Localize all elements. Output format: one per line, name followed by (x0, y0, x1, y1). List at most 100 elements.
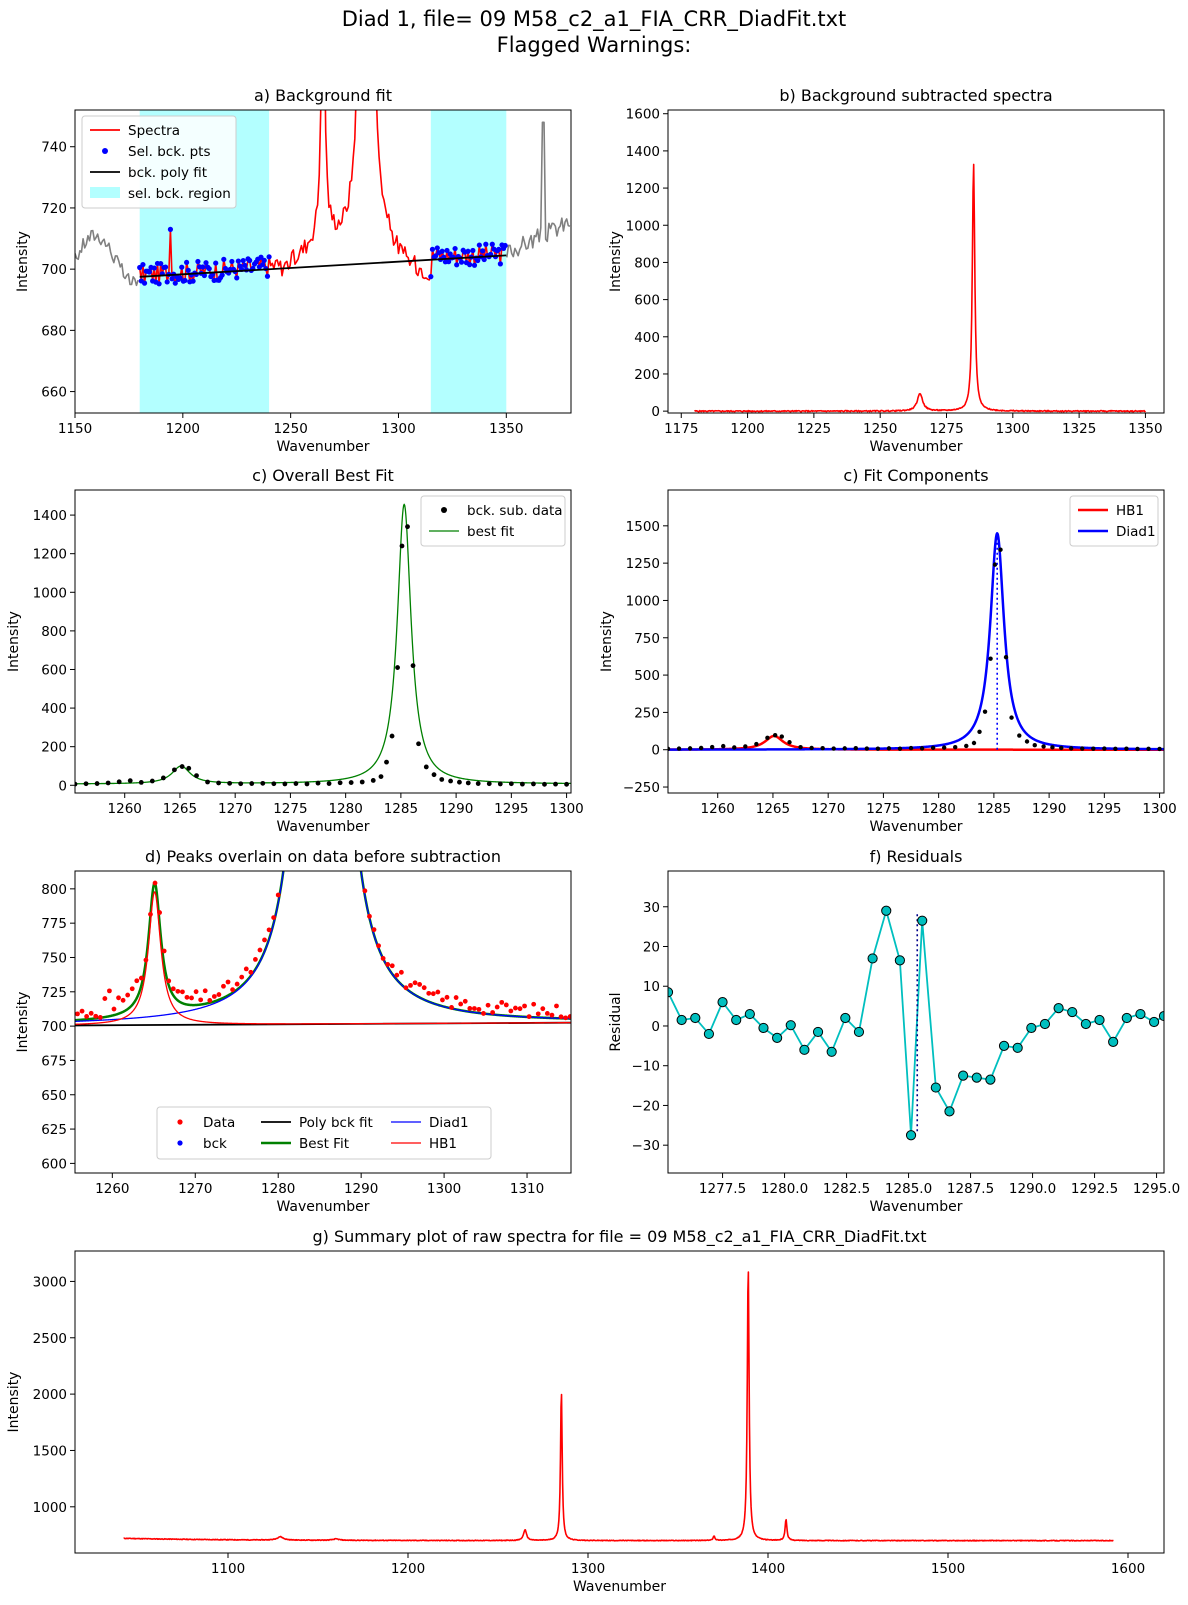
selected-background-point (444, 247, 450, 254)
selected-background-point (446, 259, 452, 265)
data-point (326, 781, 332, 786)
residual-point (1121, 1012, 1132, 1024)
residual-point (1067, 1006, 1078, 1018)
data-point (172, 767, 177, 773)
data-point (779, 734, 784, 739)
y-tick-label: 2500 (33, 1331, 67, 1347)
data-point (398, 969, 404, 975)
data-point (508, 1008, 514, 1014)
data-point (88, 1010, 94, 1016)
data-point (964, 743, 969, 749)
y-tick-label: 725 (41, 985, 67, 1001)
y-tick-label: 1000 (626, 593, 660, 609)
data-point (84, 1014, 90, 1019)
y-tick-label: 400 (41, 701, 67, 717)
data-point (385, 962, 391, 967)
x-tick-label: 1290.0 (1009, 1181, 1056, 1197)
data-point (105, 780, 111, 786)
x-tick-label: 1287.5 (947, 1181, 994, 1197)
selected-background-point (447, 251, 453, 257)
data-point (772, 733, 778, 738)
panel-g: 1100 1200 1300 1400 1500 1600 1000 1500 2000 2500… (6, 1227, 1165, 1595)
data-point (97, 1015, 103, 1020)
residual-point (1094, 1014, 1105, 1026)
selected-background-point (497, 261, 503, 267)
residual-point (1148, 1016, 1160, 1028)
y-tick-label: 20 (643, 940, 660, 956)
y-tick-label: 200 (634, 367, 660, 383)
x-tick-label: 1295 (1087, 801, 1121, 817)
data-point (289, 771, 294, 776)
data-point (348, 780, 354, 785)
residual-point (840, 1012, 851, 1024)
axes-frame (74, 109, 572, 414)
data-point (394, 972, 400, 978)
data-point (549, 1012, 555, 1018)
x-tick-label: 1400 (751, 1561, 785, 1577)
x-tick-label: 1350 (489, 421, 523, 437)
data-point (143, 957, 149, 963)
y-tick-label: −10 (632, 1059, 661, 1075)
x-tick-label: 1300 (996, 421, 1030, 437)
x-tick-label: 1270 (811, 801, 845, 817)
data-point (189, 995, 194, 1001)
data-point (271, 781, 277, 787)
data-point (1069, 746, 1074, 751)
y-axis-label: Intensity (608, 231, 624, 292)
y-tick-label: 400 (634, 330, 660, 346)
data-point (971, 740, 977, 746)
selected-background-point (172, 280, 178, 286)
selected-background-point (470, 247, 476, 254)
legend: Spectra Sel. bck. pts bck. poly fit sel. bc… (81, 115, 237, 209)
legend-label: Data (203, 1115, 235, 1131)
data-point (1135, 746, 1140, 752)
data-point (831, 746, 836, 751)
x-tick-label: 1300 (381, 421, 415, 437)
selected-background-point (151, 265, 157, 271)
legend-label: Diad1 (429, 1115, 469, 1131)
data-point (344, 666, 349, 671)
data-point (370, 778, 376, 783)
y-tick-label: 30 (643, 900, 660, 916)
selected-background-point (264, 273, 271, 279)
data-point (230, 987, 235, 993)
data-point (107, 988, 112, 994)
data-point (1080, 746, 1085, 751)
data-point (687, 746, 693, 751)
data-point (198, 997, 204, 1003)
selected-background-point (221, 256, 227, 262)
data-point (1050, 745, 1055, 750)
y-tick-label: 0 (58, 778, 67, 794)
data-point (184, 994, 190, 1000)
data-point (875, 746, 881, 751)
data-point (257, 947, 263, 953)
data-point (475, 781, 481, 786)
data-point (497, 781, 503, 787)
legend-label: Best Fit (299, 1136, 349, 1152)
y-tick-label: 1000 (33, 585, 67, 601)
data-point (448, 778, 453, 784)
data-point (809, 745, 814, 751)
data-point (152, 880, 158, 886)
raw-spectra-line (123, 1271, 1114, 1542)
data-point (977, 729, 982, 735)
y-tick-label: 750 (41, 950, 67, 966)
y-tick-label: 0 (651, 743, 660, 759)
data-point (243, 966, 249, 972)
data-point (340, 531, 345, 536)
hb1-line (75, 891, 571, 1025)
selected-background-point (184, 259, 190, 266)
data-point (458, 1001, 464, 1007)
selected-background-point (261, 257, 267, 263)
data-point (998, 547, 1003, 552)
residual-point (826, 1046, 837, 1057)
data-point (79, 1008, 85, 1014)
data-point (897, 746, 903, 751)
legend-label: HB1 (1116, 503, 1144, 519)
y-tick-label: 10 (643, 979, 660, 995)
x-tick-label: 1300 (571, 1561, 605, 1577)
data-point (709, 744, 715, 750)
data-point (698, 745, 704, 751)
data-point (125, 992, 131, 998)
data-point (249, 781, 255, 786)
